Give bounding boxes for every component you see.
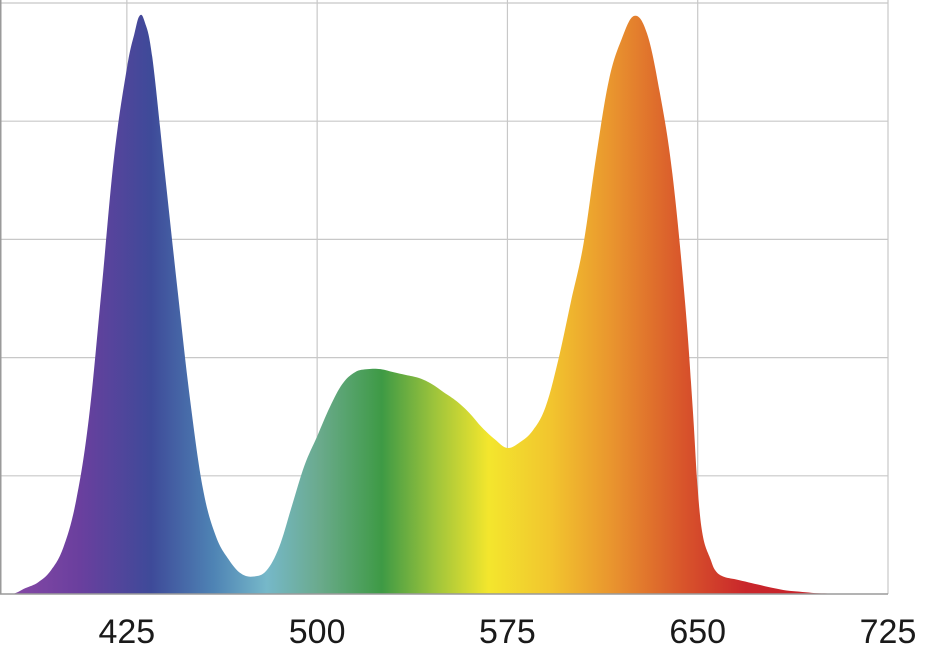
x-tick-label: 650 [669, 613, 726, 651]
x-tick-label: 425 [98, 613, 155, 651]
x-tick-label: 725 [860, 613, 917, 651]
spectrum-area [0, 14, 888, 594]
x-tick-labels: 425 500 575 650 725 [98, 613, 916, 651]
x-tick-label: 500 [289, 613, 346, 651]
axes [0, 0, 888, 595]
x-tick-label: 575 [479, 613, 536, 651]
